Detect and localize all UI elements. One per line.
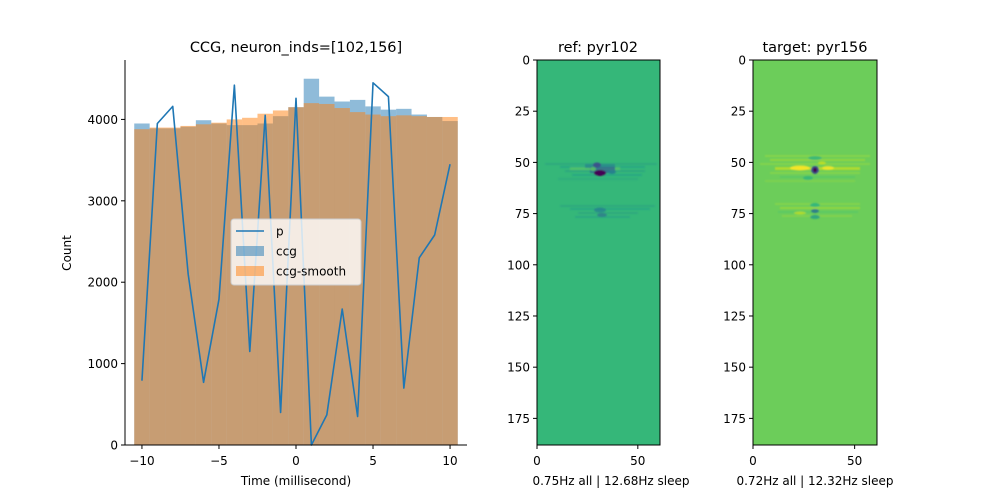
target-x-ticks: 0 50 [749, 445, 862, 468]
y-tick-label: 0 [738, 54, 746, 68]
target-title: target: pyr156 [762, 40, 867, 56]
ccg-smooth-bar [442, 116, 458, 445]
y-tick-label: 75 [731, 207, 746, 221]
x-tick-label: 50 [847, 454, 862, 468]
ref-frame [536, 59, 661, 446]
legend-p-label: p [276, 225, 284, 239]
x-tick-label: −5 [210, 454, 228, 468]
p-line [141, 81, 451, 446]
x-tick-label: 0 [749, 454, 757, 468]
x-tick-label: 10 [442, 454, 457, 468]
y-tick-label: 0 [110, 439, 118, 453]
legend-ccg-label: ccg [276, 245, 297, 259]
y-tick-label: 0 [522, 54, 530, 68]
ccg-title: CCG, neuron_inds=[102,156] [190, 40, 402, 56]
ref-heatmap-pattern [545, 162, 657, 218]
x-tick-label: 5 [369, 454, 377, 468]
ref-heatmap-background [537, 60, 660, 445]
ref-y-ticks: 0 25 50 75 100 125 150 175 [507, 54, 537, 426]
y-tick-label: 125 [507, 309, 530, 323]
legend-ccg-swatch [236, 246, 264, 256]
y-tick-label: 100 [507, 258, 530, 272]
y-tick-label: 150 [507, 361, 530, 375]
ccg-smooth-bar [365, 114, 381, 445]
y-tick-label: 125 [723, 309, 746, 323]
target-frame [752, 59, 878, 446]
y-tick-label: 175 [723, 412, 746, 426]
ccg-x-ticks: −10 −5 0 5 10 [129, 445, 458, 468]
ccg-smooth-bar [411, 116, 427, 446]
ccg-smooth-bar [195, 124, 212, 446]
y-tick-label: 3000 [87, 194, 118, 208]
ccg-smooth-bar [165, 127, 181, 445]
ccg-smooth-bar [211, 122, 227, 446]
target-heatmap-background [753, 60, 877, 445]
x-tick-label: 0 [292, 454, 300, 468]
x-tick-label: −10 [129, 454, 154, 468]
y-tick-label: 4000 [87, 113, 118, 127]
x-tick-label: 50 [630, 454, 645, 468]
ref-title: ref: pyr102 [558, 40, 638, 56]
target-y-ticks: 0 25 50 75 100 125 150 175 [723, 54, 753, 426]
ccg-smooth-bar [149, 127, 166, 445]
ccg-y-label: Count [60, 235, 74, 271]
y-tick-label: 150 [723, 361, 746, 375]
target-heatmap-pattern [760, 155, 870, 219]
ccg-smooth-bar [134, 129, 150, 446]
ccg-smooth-bar [426, 116, 443, 445]
ccg-smooth-bar [380, 116, 397, 446]
ref-x-ticks: 0 50 [533, 445, 645, 468]
ccg-legend: p ccg ccg-smooth [230, 218, 362, 286]
ref-heatmap-panel: ref: pyr102 0 25 50 75 100 125 150 175 0 50 0.75… [507, 40, 689, 488]
y-tick-label: 50 [731, 156, 746, 170]
target-x-label: 0.72Hz all | 12.32Hz sleep [736, 474, 893, 488]
y-tick-label: 50 [515, 156, 530, 170]
y-tick-label: 1000 [87, 357, 118, 371]
ccg-smooth-bar [180, 125, 196, 445]
legend-ccg-smooth-label: ccg-smooth [276, 265, 346, 279]
ref-x-label: 0.75Hz all | 12.68Hz sleep [532, 474, 689, 488]
x-tick-label: 0 [533, 454, 541, 468]
ccg-smooth-bar [396, 115, 412, 445]
y-tick-label: 75 [515, 207, 530, 221]
legend-ccg-smooth-swatch [236, 266, 264, 276]
y-tick-label: 25 [731, 105, 746, 119]
y-tick-label: 175 [507, 412, 530, 426]
y-tick-label: 2000 [87, 276, 118, 290]
ccg-x-label: Time (millisecond) [240, 474, 351, 488]
y-tick-label: 25 [515, 105, 530, 119]
ccg-y-ticks: 0 1000 2000 3000 4000 [87, 113, 125, 453]
y-tick-label: 100 [723, 258, 746, 272]
ccg-panel: CCG, neuron_inds=[102,156] −10 −5 0 5 10 0 10… [60, 40, 467, 488]
